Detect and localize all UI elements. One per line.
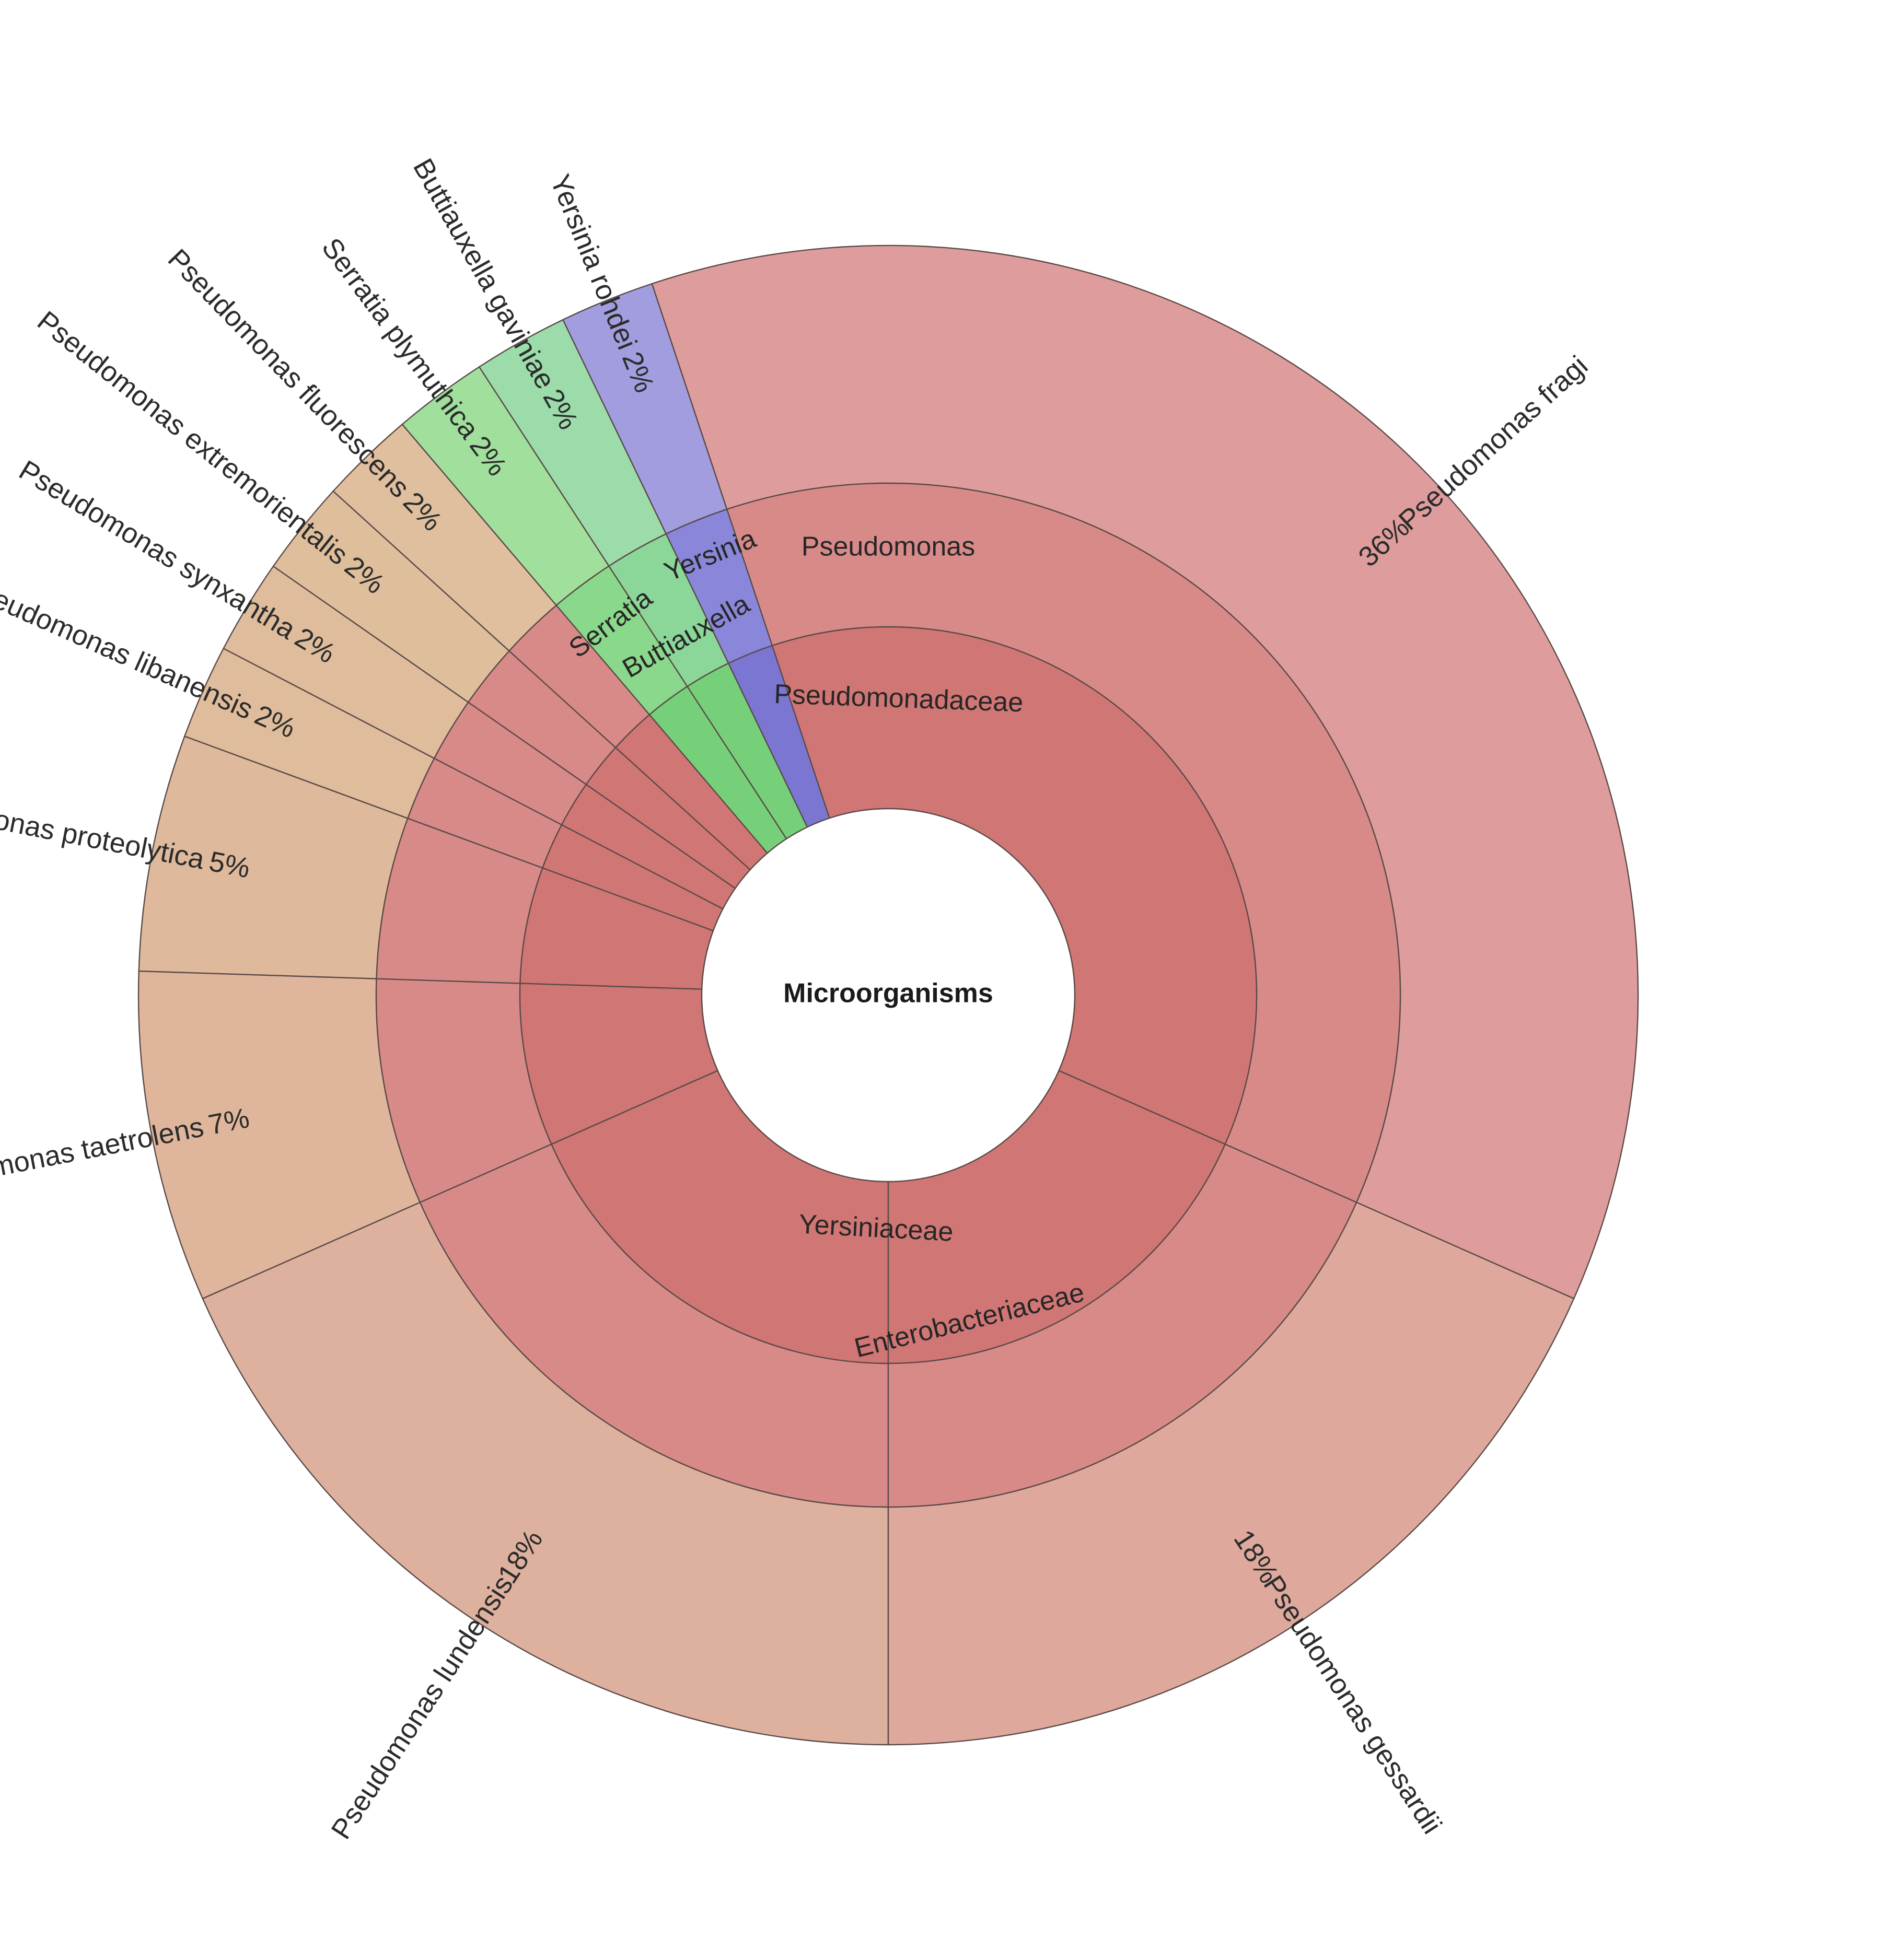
wedge-layer	[137, 244, 1639, 1746]
center-label: Microorganisms	[783, 978, 993, 1009]
percent-label-pseudomonas-taetrolens: 7%	[206, 1102, 252, 1141]
percent-label-pseudomonas-proteolytica: 5%	[206, 846, 252, 884]
species-label-pseudomonas-gessardii: Pseudomonas gessardii	[1257, 1570, 1448, 1839]
genus-label-pseudomonas: Pseudomonas	[802, 532, 975, 562]
species-label-pseudomonas-extremorientalis: Pseudomonas extremorientalis	[31, 305, 354, 571]
species-label-pseudomonas-lundensis: Pseudomonas lundensis	[325, 1570, 519, 1844]
species-label-pseudomonas-fragi: Pseudomonas fragi	[1393, 350, 1594, 536]
center-hole	[701, 808, 1076, 1183]
